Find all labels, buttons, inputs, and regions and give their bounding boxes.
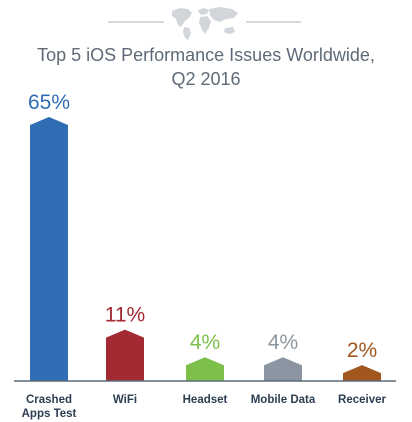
chart-title-line-2: Q2 2016 bbox=[171, 69, 240, 89]
category-labels-group: Crashed Apps Test WiFi Headset Mobile Data Re… bbox=[22, 394, 387, 420]
value-label-1: 11% bbox=[105, 304, 145, 327]
world-map-icon bbox=[172, 7, 238, 40]
category-label-0-line-1: Apps Test bbox=[22, 408, 77, 420]
category-label-0-line-0: Crashed bbox=[26, 394, 72, 406]
value-labels-group: 65% 11% 4% 4% 2% bbox=[28, 91, 377, 362]
value-label-2: 4% bbox=[190, 331, 220, 354]
category-label-4: Receiver bbox=[338, 394, 386, 406]
bars-group bbox=[30, 117, 381, 381]
bar-1 bbox=[106, 329, 144, 381]
category-label-1: WiFi bbox=[113, 394, 137, 406]
category-label-3: Mobile Data bbox=[251, 394, 316, 406]
bar-3 bbox=[264, 357, 302, 381]
value-label-3: 4% bbox=[268, 331, 298, 354]
value-label-4: 2% bbox=[347, 339, 377, 362]
bar-4 bbox=[343, 365, 381, 381]
header-decoration bbox=[108, 7, 301, 40]
category-label-2: Headset bbox=[183, 394, 228, 406]
bar-0 bbox=[30, 117, 68, 381]
value-label-0: 65% bbox=[28, 91, 70, 114]
chart-title-line-1: Top 5 iOS Performance Issues Worldwide, bbox=[37, 45, 375, 65]
bar-2 bbox=[186, 357, 224, 381]
